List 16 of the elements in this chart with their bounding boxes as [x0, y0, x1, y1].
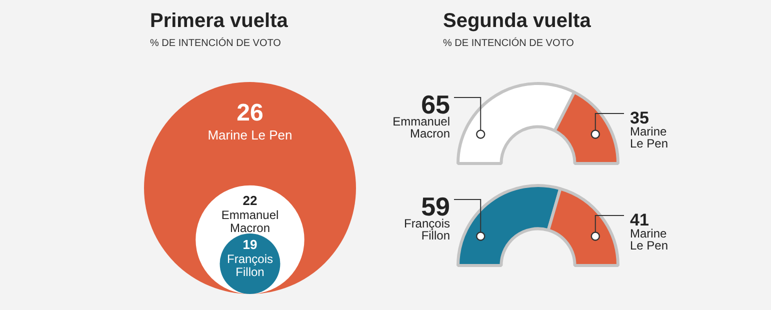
- chart-subtitle: % DE INTENCIÓN DE VOTO: [443, 38, 574, 49]
- data-label: 41: [630, 210, 649, 230]
- slice-label: Emmanuel Macron: [392, 114, 450, 140]
- data-label: 35: [630, 108, 649, 128]
- slice-label: Marine Le Pen: [630, 226, 668, 252]
- data-label: 22: [242, 193, 258, 208]
- slice-label: François Fillon: [404, 216, 450, 242]
- data-label: 19: [242, 237, 258, 252]
- text: Primera vuelta: [150, 10, 288, 33]
- category-label: François Fillon: [226, 252, 274, 279]
- chart-title: Segunda vuelta: [443, 10, 591, 33]
- data-label: 26: [236, 99, 264, 126]
- slice-label: Marine Le Pen: [630, 124, 668, 150]
- category-label: Marine Le Pen: [208, 127, 292, 142]
- text: % DE INTENCIÓN DE VOTO: [150, 38, 281, 49]
- category-label: Emmanuel Macron: [221, 208, 279, 235]
